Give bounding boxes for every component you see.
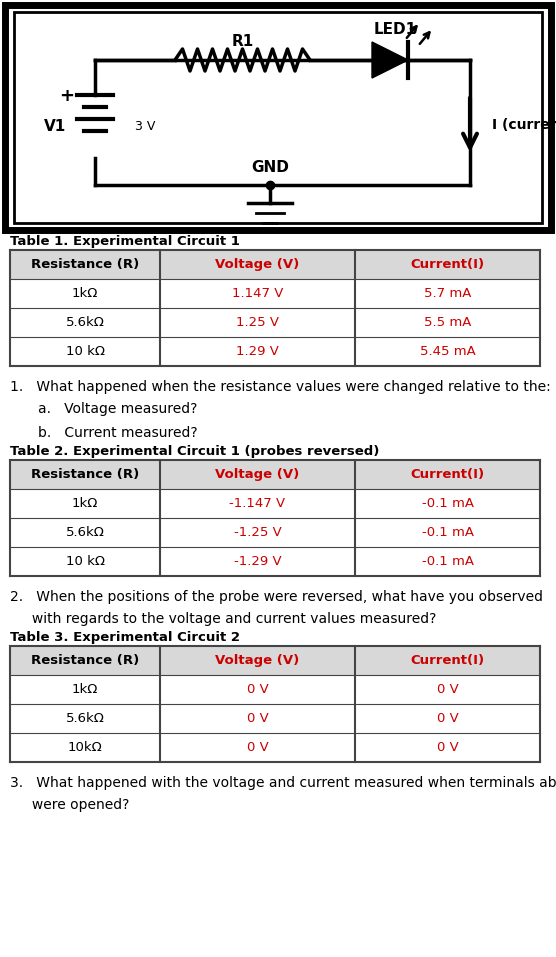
- Text: -0.1 mA: -0.1 mA: [421, 497, 474, 510]
- Text: 1.   What happened when the resistance values were changed relative to the:: 1. What happened when the resistance val…: [10, 380, 551, 394]
- Text: Resistance (R): Resistance (R): [31, 468, 139, 481]
- Text: 10 kΩ: 10 kΩ: [66, 345, 105, 358]
- Text: 1.25 V: 1.25 V: [236, 316, 279, 329]
- Text: 0 V: 0 V: [247, 712, 269, 725]
- Text: 5.6kΩ: 5.6kΩ: [66, 526, 105, 539]
- Bar: [10, 460, 540, 576]
- Text: with regards to the voltage and current values measured?: with regards to the voltage and current …: [10, 612, 436, 626]
- Text: V1: V1: [44, 119, 66, 134]
- Text: -0.1 mA: -0.1 mA: [421, 555, 474, 568]
- Text: Voltage (V): Voltage (V): [215, 258, 300, 271]
- Text: LED1: LED1: [374, 23, 416, 37]
- Text: Table 1. Experimental Circuit 1: Table 1. Experimental Circuit 1: [10, 235, 240, 248]
- Text: Voltage (V): Voltage (V): [215, 654, 300, 667]
- Text: 10kΩ: 10kΩ: [68, 741, 102, 754]
- Text: 2.   When the positions of the probe were reversed, what have you observed: 2. When the positions of the probe were …: [10, 590, 543, 604]
- Text: 0 V: 0 V: [247, 741, 269, 754]
- Text: 3 V: 3 V: [135, 120, 155, 133]
- Text: GND: GND: [251, 160, 289, 175]
- Text: 5.7 mA: 5.7 mA: [424, 287, 471, 300]
- Bar: [10, 250, 540, 279]
- Polygon shape: [372, 42, 408, 78]
- Text: 0 V: 0 V: [247, 683, 269, 696]
- Text: b.   Current measured?: b. Current measured?: [38, 426, 197, 440]
- Text: Voltage (V): Voltage (V): [215, 468, 300, 481]
- Text: -1.29 V: -1.29 V: [234, 555, 281, 568]
- Bar: [10, 646, 540, 675]
- Text: 1kΩ: 1kΩ: [72, 497, 98, 510]
- Text: 1.29 V: 1.29 V: [236, 345, 279, 358]
- Text: were opened?: were opened?: [10, 798, 130, 812]
- Bar: [10, 250, 540, 366]
- Text: -1.25 V: -1.25 V: [234, 526, 281, 539]
- Text: Resistance (R): Resistance (R): [31, 654, 139, 667]
- Text: 5.6kΩ: 5.6kΩ: [66, 712, 105, 725]
- Text: Resistance (R): Resistance (R): [31, 258, 139, 271]
- Text: R1: R1: [231, 34, 254, 50]
- Text: Table 3. Experimental Circuit 2: Table 3. Experimental Circuit 2: [10, 631, 240, 644]
- Text: 1kΩ: 1kΩ: [72, 287, 98, 300]
- Text: 5.6kΩ: 5.6kΩ: [66, 316, 105, 329]
- Text: 5.5 mA: 5.5 mA: [424, 316, 471, 329]
- Text: a.   Voltage measured?: a. Voltage measured?: [38, 402, 197, 416]
- Text: Current(I): Current(I): [410, 258, 485, 271]
- Text: Current(I): Current(I): [410, 468, 485, 481]
- Text: Table 2. Experimental Circuit 1 (probes reversed): Table 2. Experimental Circuit 1 (probes …: [10, 445, 379, 458]
- Text: 5.45 mA: 5.45 mA: [420, 345, 475, 358]
- Bar: [14, 12, 542, 223]
- Bar: [10, 460, 540, 489]
- Text: I (current): I (current): [492, 118, 556, 132]
- Text: 10 kΩ: 10 kΩ: [66, 555, 105, 568]
- Bar: [10, 646, 540, 762]
- Text: -0.1 mA: -0.1 mA: [421, 526, 474, 539]
- Text: 0 V: 0 V: [436, 683, 458, 696]
- Text: 3.   What happened with the voltage and current measured when terminals ab: 3. What happened with the voltage and cu…: [10, 776, 556, 790]
- Text: 0 V: 0 V: [436, 741, 458, 754]
- Text: +: +: [59, 87, 75, 105]
- Text: -1.147 V: -1.147 V: [230, 497, 286, 510]
- Text: 1kΩ: 1kΩ: [72, 683, 98, 696]
- Bar: [5, 5, 551, 230]
- Text: 1.147 V: 1.147 V: [232, 287, 283, 300]
- Text: 0 V: 0 V: [436, 712, 458, 725]
- Text: Current(I): Current(I): [410, 654, 485, 667]
